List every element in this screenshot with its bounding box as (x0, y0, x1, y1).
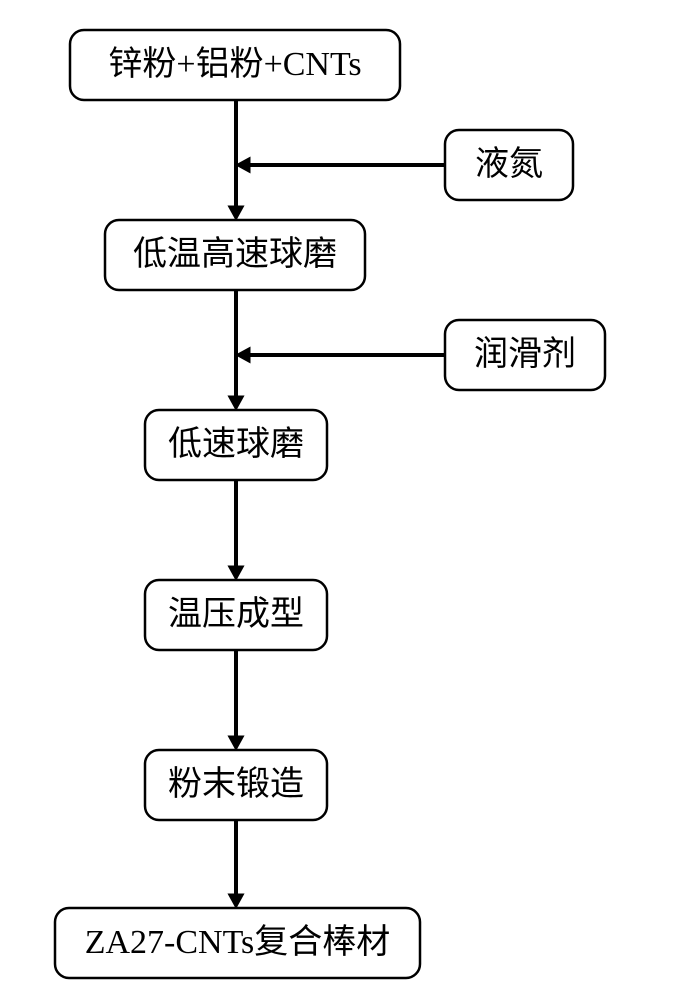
flow-node-label: 粉末锻造 (168, 765, 304, 803)
flow-node: 润滑剂 (445, 320, 605, 390)
flow-node-label: 润滑剂 (474, 335, 576, 373)
arrow-head-icon (228, 206, 243, 220)
flow-node-label: 低温高速球磨 (133, 235, 337, 273)
flow-node-label: ZA27-CNTs复合棒材 (85, 923, 391, 961)
flow-node: 温压成型 (145, 580, 327, 650)
flow-node-label: 液氮 (475, 145, 543, 183)
flowchart-canvas: 锌粉+铝粉+CNTs 液氮低温高速球磨润滑剂低速球磨温压成型粉末锻造 ZA27-CN… (0, 0, 685, 1000)
arrow-head-icon (228, 894, 243, 908)
flow-node-label: 低速球磨 (168, 426, 304, 463)
flow-node: ZA27-CNTs复合棒材 (55, 908, 420, 978)
flow-node-label: 锌粉+铝粉+CNTs (108, 45, 361, 83)
flow-node: 低温高速球磨 (105, 220, 365, 290)
flow-node: 液氮 (445, 130, 573, 200)
arrow-head-icon (236, 347, 250, 362)
flow-node: 低速球磨 (145, 410, 327, 480)
arrow-head-icon (228, 566, 243, 580)
arrow-head-icon (236, 157, 250, 172)
flow-node: 锌粉+铝粉+CNTs (70, 30, 400, 100)
flow-node-label: 温压成型 (168, 595, 304, 633)
arrow-head-icon (228, 396, 243, 410)
arrow-head-icon (228, 736, 243, 750)
flow-node: 粉末锻造 (145, 750, 327, 820)
